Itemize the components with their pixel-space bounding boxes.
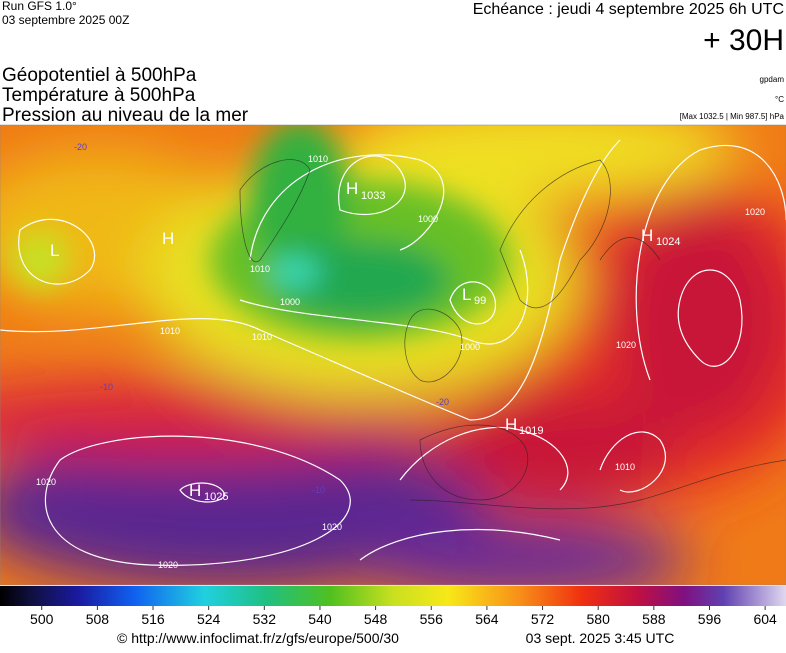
- isobar-label: 1010: [308, 154, 328, 164]
- colorbar-tick-label: 556: [420, 611, 444, 627]
- valid-time: Echéance : jeudi 4 septembre 2025 6h UTC: [473, 1, 784, 18]
- map-frame: [0, 124, 786, 586]
- colorbar-tick-label: 516: [141, 611, 165, 627]
- isobar-label: 1010: [252, 332, 272, 342]
- colorbar-tick-label: 596: [698, 611, 722, 627]
- isobar-label: 1000: [418, 214, 438, 224]
- isobar-label: 1000: [280, 297, 300, 307]
- colorbar-tick-label: 540: [308, 611, 332, 627]
- pressure-center: H: [641, 226, 653, 245]
- colorbar-tick-label: 572: [531, 611, 555, 627]
- colorbar-tick-label: 508: [86, 611, 110, 627]
- colorbar-tick-label: 548: [364, 611, 388, 627]
- colorbar-tick-label: 564: [475, 611, 499, 627]
- colorbar: [0, 586, 786, 606]
- isobars: [0, 139, 786, 566]
- pressure-value: 1025: [204, 491, 228, 503]
- pressure-center: L: [50, 241, 59, 260]
- isobar-label: 1020: [322, 522, 342, 532]
- pressure-center: H: [189, 481, 201, 500]
- colorbar-tick-label: 580: [587, 611, 611, 627]
- isobar-label: 1000: [460, 342, 480, 352]
- layer: Température à 500hPa: [2, 85, 196, 106]
- isobar-label: 1020: [616, 340, 636, 350]
- lead-time: + 30H: [703, 24, 784, 57]
- source-url: © http://www.infoclimat.fr/z/gfs/europe/…: [117, 630, 399, 646]
- pressure-value: 1033: [361, 190, 385, 202]
- generated-time: 03 sept. 2025 3:45 UTC: [526, 630, 675, 646]
- pressure-value: 1024: [656, 236, 680, 248]
- colorbar-tick-label: 588: [642, 611, 666, 627]
- map: H 1033 H 1024 H 1019 H 1025 L 99 L H 101…: [0, 125, 786, 585]
- isobar-label: 1020: [158, 560, 178, 570]
- coastlines: [239, 159, 786, 510]
- pressure-center: L: [462, 285, 471, 304]
- run: Run GFS 1.0°: [2, 0, 77, 13]
- layer: Pression au niveau de la mer: [2, 105, 249, 126]
- pressure-value: 99: [474, 295, 486, 307]
- unit: gpdam: [760, 75, 785, 84]
- run-date: 03 septembre 2025 00Z: [2, 13, 129, 27]
- isobar-label: 1020: [36, 477, 56, 487]
- temperature-label: -10: [100, 382, 113, 392]
- colorbar-tick-label: 500: [30, 611, 54, 627]
- colorbar-tick-label: 532: [253, 611, 277, 627]
- pressure-center: H: [162, 229, 174, 248]
- temperature-label: -20: [436, 397, 449, 407]
- header: Run GFS 1.0° 03 septembre 2025 00Z Echéa…: [2, 0, 785, 126]
- unit: °C: [775, 95, 784, 104]
- isobar-label: 1010: [250, 264, 270, 274]
- colorbar-ticks: 500 508 516 524 532 540 548 556 564 572 580 588 596 6…: [30, 606, 777, 627]
- pressure-center: H: [505, 415, 517, 434]
- temperature-label: -10: [312, 485, 325, 495]
- pressure-center: H: [346, 179, 358, 198]
- isobar-label: 1010: [160, 326, 180, 336]
- layer: Géopotentiel à 500hPa: [2, 65, 197, 86]
- isobar-label: 1020: [745, 207, 765, 217]
- temperature-label: -20: [74, 142, 87, 152]
- pressure-value: 1019: [519, 425, 543, 437]
- colorbar-tick-label: 604: [753, 611, 777, 627]
- colorbar-tick-label: 524: [197, 611, 221, 627]
- isobar-label: 1010: [615, 462, 635, 472]
- unit: [Max 1032.5 | Min 987.5] hPa: [680, 112, 785, 121]
